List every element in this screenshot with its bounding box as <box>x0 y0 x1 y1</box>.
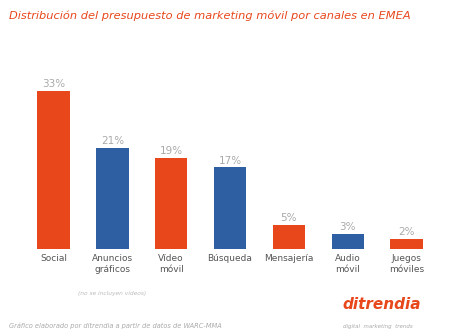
Text: Gráfico elaborado por ditrendia a partir de datos de WARC-MMA: Gráfico elaborado por ditrendia a partir… <box>9 323 222 329</box>
Bar <box>96 149 129 249</box>
Bar <box>273 225 305 249</box>
Text: ditrendia: ditrendia <box>343 297 421 312</box>
Text: (no se incluyen vídeos): (no se incluyen vídeos) <box>78 290 147 296</box>
Text: 17%: 17% <box>218 156 242 166</box>
Text: 21%: 21% <box>101 136 124 146</box>
Bar <box>155 158 187 249</box>
Text: 3%: 3% <box>340 222 356 233</box>
Text: 5%: 5% <box>281 213 297 223</box>
Bar <box>391 239 423 249</box>
Bar <box>37 91 69 249</box>
Text: digital  marketing  trends: digital marketing trends <box>343 324 413 329</box>
Bar <box>331 234 364 249</box>
Text: 2%: 2% <box>398 227 415 237</box>
Text: 19%: 19% <box>160 146 183 156</box>
Text: Distribución del presupuesto de marketing móvil por canales en EMEA: Distribución del presupuesto de marketin… <box>9 10 411 20</box>
Text: 33%: 33% <box>42 79 65 89</box>
Bar <box>214 167 246 249</box>
